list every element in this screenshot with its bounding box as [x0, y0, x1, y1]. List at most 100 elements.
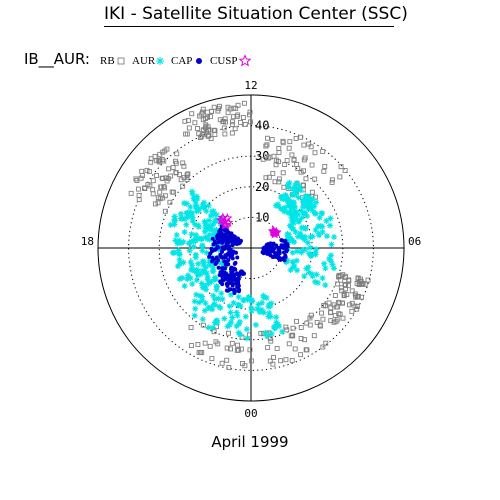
data-point-cap	[235, 236, 240, 241]
data-point-rb	[265, 155, 271, 161]
data-point-aur	[181, 283, 188, 290]
data-point-aur	[322, 282, 329, 289]
data-point-aur	[201, 269, 208, 276]
data-point-aur	[186, 209, 193, 216]
data-point-rb	[181, 163, 187, 169]
data-point-aur	[283, 259, 290, 266]
data-point-aur	[193, 231, 200, 238]
data-point-rb	[238, 119, 244, 125]
data-point-aur	[227, 291, 234, 298]
data-point-aur	[323, 217, 330, 224]
data-point-aur	[260, 309, 267, 316]
data-point-cap	[226, 247, 231, 252]
data-point-aur	[188, 266, 195, 273]
data-point-aur	[318, 210, 325, 217]
data-point-rb	[337, 311, 343, 317]
data-point-aur	[265, 302, 272, 309]
data-point-aur	[181, 229, 188, 236]
data-point-rb	[161, 184, 167, 190]
data-point-aur	[312, 226, 319, 233]
data-point-rb	[294, 318, 299, 324]
data-point-rb	[301, 157, 307, 163]
data-point-rb	[346, 278, 352, 284]
data-point-aur	[263, 294, 270, 301]
data-point-aur	[207, 212, 214, 219]
data-point-rb	[336, 274, 341, 280]
data-point-aur	[194, 270, 201, 277]
data-point-cap	[222, 232, 227, 237]
data-point-rb	[128, 190, 134, 196]
data-point-aur	[289, 218, 296, 225]
data-point-cap	[264, 242, 269, 247]
data-point-aur	[268, 330, 275, 337]
data-point-aur	[249, 298, 256, 305]
data-point-rb	[144, 167, 150, 173]
data-point-rb	[152, 201, 158, 207]
data-point-aur	[266, 310, 273, 317]
data-point-rb	[166, 166, 172, 172]
data-point-aur	[187, 274, 194, 281]
data-point-cap	[276, 247, 281, 252]
angular-tick-label: 12	[244, 79, 257, 92]
data-point-aur	[192, 204, 199, 211]
data-point-rb	[217, 103, 222, 109]
data-point-rb	[312, 150, 318, 156]
data-point-aur	[274, 321, 281, 328]
data-point-aur	[171, 216, 178, 223]
data-point-cap	[284, 249, 289, 254]
data-point-aur	[181, 200, 188, 207]
data-point-aur	[316, 214, 323, 221]
data-point-rb	[189, 111, 195, 117]
radial-tick-label: 40	[255, 119, 269, 133]
data-point-aur	[286, 179, 293, 186]
data-point-aur	[329, 261, 336, 268]
data-point-aur	[230, 299, 237, 306]
data-point-rb	[317, 323, 323, 329]
data-point-aur	[198, 236, 205, 243]
data-point-rb	[238, 346, 244, 352]
data-point-aur	[197, 271, 204, 278]
data-point-aur	[298, 208, 305, 215]
data-point-rb	[298, 336, 304, 341]
data-point-rb	[270, 361, 276, 367]
data-point-aur	[199, 297, 206, 304]
data-point-cap	[273, 251, 278, 256]
data-point-cap	[230, 237, 235, 242]
data-point-rb	[265, 135, 270, 141]
data-point-cap	[235, 255, 240, 260]
data-point-aur	[203, 264, 210, 271]
data-point-rb	[260, 156, 266, 162]
data-point-aur	[195, 222, 202, 229]
data-point-aur	[192, 237, 199, 244]
data-point-rb	[195, 341, 201, 347]
data-point-aur	[189, 262, 196, 269]
data-point-cap	[214, 255, 219, 260]
data-point-rb	[309, 162, 315, 168]
data-point-aur	[206, 217, 213, 224]
data-point-cap	[282, 255, 287, 260]
data-point-aur	[292, 215, 299, 222]
data-point-aur	[226, 303, 233, 310]
data-point-rb	[156, 157, 162, 163]
data-point-cap	[215, 244, 220, 249]
data-point-rb	[295, 166, 301, 172]
data-point-aur	[191, 298, 198, 305]
data-point-aur	[309, 196, 316, 203]
data-point-aur	[183, 210, 190, 217]
data-point-rb	[160, 195, 166, 201]
data-point-rb	[221, 125, 227, 131]
data-point-aur	[196, 292, 203, 299]
data-point-aur	[301, 273, 308, 280]
data-point-rb	[356, 282, 362, 288]
data-point-rb	[221, 119, 226, 124]
data-point-cap	[239, 269, 244, 274]
data-point-rb	[298, 134, 304, 140]
data-point-rb	[267, 335, 273, 341]
data-point-aur	[219, 296, 226, 303]
data-point-aur	[210, 264, 217, 271]
data-point-aur	[301, 233, 308, 240]
data-point-rb	[180, 183, 186, 189]
data-point-aur	[185, 213, 192, 220]
data-point-aur	[303, 199, 310, 206]
data-point-rb	[184, 177, 190, 183]
